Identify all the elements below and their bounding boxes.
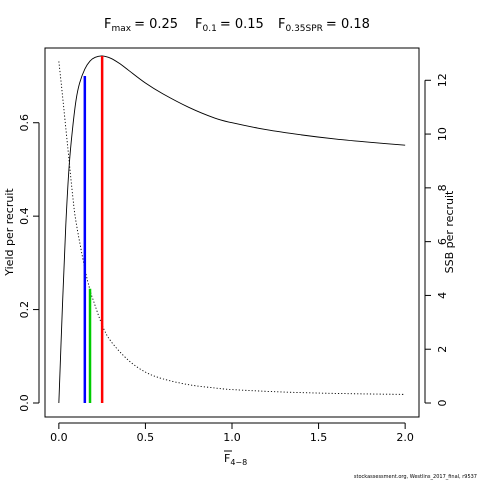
y-left-axis: 0.0 0.2 0.4 0.6 [18, 114, 40, 412]
y-right-tick-label: 10 [436, 127, 449, 141]
reference-lines-layer [83, 55, 104, 404]
x-axis: 0.0 0.5 1.0 1.5 2.0 [50, 422, 414, 444]
x-tick-label: 1.0 [223, 431, 241, 444]
ssb-per-recruit-curve [58, 61, 406, 395]
y-left-tick-label: 0.0 [18, 394, 31, 412]
y-right-tick-label: 0 [436, 400, 449, 407]
y-left-axis-label: Yield per recruit [3, 188, 16, 277]
x-tick-label: 1.5 [310, 431, 328, 444]
chart-title: Fmax = 0.25 F0.1 = 0.15 F0.35SPR = 0.18 [104, 17, 370, 34]
y-right-tick-label: 12 [436, 73, 449, 87]
y-right-axis-label: SSB per recruit [443, 190, 456, 273]
y-left-tick-label: 0.2 [18, 301, 31, 319]
y-left-tick-label: 0.4 [18, 207, 31, 225]
y-right-tick-label: 6 [436, 238, 449, 245]
series-layer [58, 55, 406, 404]
y-right-tick-label: 8 [436, 184, 449, 191]
x-axis-label: F4−8 [224, 452, 247, 467]
x-tick-label: 0.0 [50, 431, 68, 444]
y-right-tick-label: 2 [436, 346, 449, 353]
x-tick-label: 2.0 [396, 431, 414, 444]
y-left-tick-label: 0.6 [18, 114, 31, 132]
y-right-tick-label: 4 [436, 292, 449, 299]
title-f01: F0.1 = 0.15 [195, 17, 264, 34]
plot-frame [44, 47, 420, 418]
title-f035spr: F0.35SPR = 0.18 [278, 17, 370, 34]
yield-per-recruit-curve [58, 55, 406, 404]
footer-credit: stockassessment.org, Westlins_2017_final… [354, 474, 477, 480]
title-fmax: Fmax = 0.25 [104, 17, 178, 34]
x-tick-label: 0.5 [137, 431, 155, 444]
y-right-axis: 0 2 4 6 8 10 12 [424, 73, 449, 407]
